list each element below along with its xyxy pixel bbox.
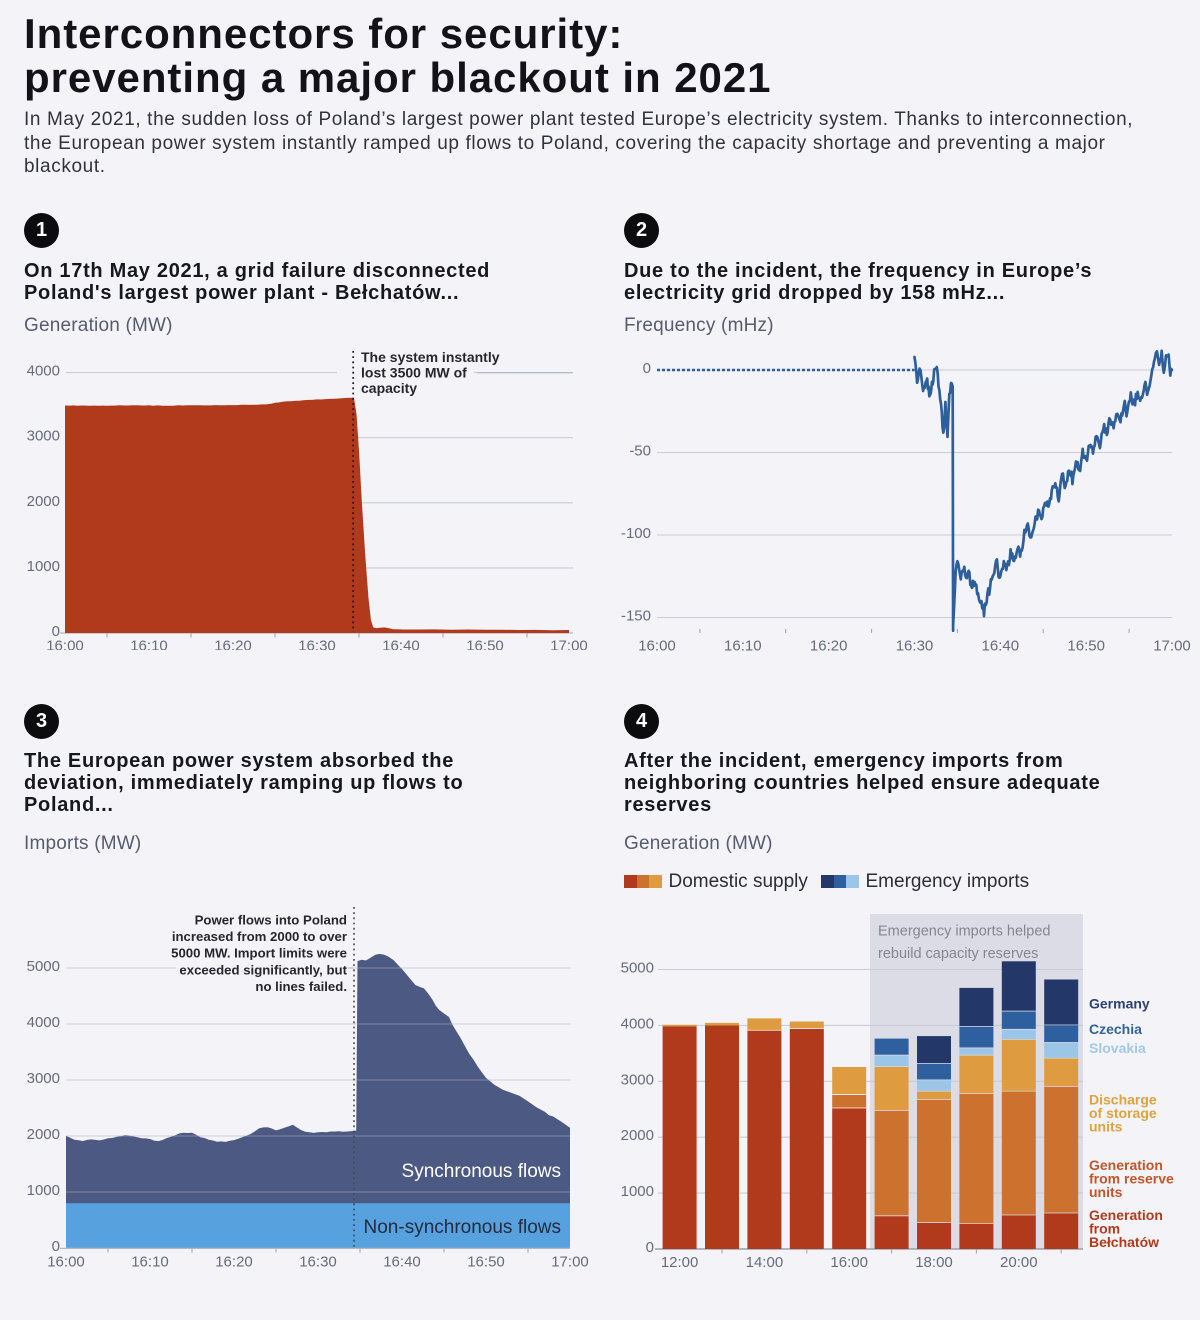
svg-text:16:00: 16:00 xyxy=(830,1254,868,1271)
svg-text:-100: -100 xyxy=(621,525,651,542)
svg-text:5000: 5000 xyxy=(621,960,654,977)
svg-text:16:30: 16:30 xyxy=(896,638,934,655)
svg-text:16:20: 16:20 xyxy=(215,1254,253,1271)
svg-text:Germany: Germany xyxy=(1089,996,1150,1012)
svg-text:16:10: 16:10 xyxy=(724,638,762,655)
svg-text:18:00: 18:00 xyxy=(915,1254,953,1271)
svg-text:14:00: 14:00 xyxy=(746,1254,784,1271)
svg-text:0: 0 xyxy=(646,1239,654,1256)
svg-text:Non-synchronous flows: Non-synchronous flows xyxy=(364,1217,561,1238)
svg-text:0: 0 xyxy=(643,360,651,377)
svg-text:from reserve: from reserve xyxy=(1089,1171,1174,1187)
svg-text:1000: 1000 xyxy=(621,1183,654,1200)
svg-text:4000: 4000 xyxy=(27,363,60,380)
svg-text:Generation: Generation xyxy=(1089,1157,1163,1173)
svg-text:Generation: Generation xyxy=(1089,1207,1163,1223)
svg-text:of storage: of storage xyxy=(1089,1105,1157,1121)
svg-text:2000: 2000 xyxy=(27,1126,60,1143)
svg-text:2000: 2000 xyxy=(27,493,60,510)
svg-text:16:30: 16:30 xyxy=(299,1254,337,1271)
svg-text:17:00: 17:00 xyxy=(550,638,588,651)
svg-text:16:00: 16:00 xyxy=(47,1254,85,1271)
svg-text:16:40: 16:40 xyxy=(383,1254,421,1271)
svg-text:1000: 1000 xyxy=(27,1182,60,1199)
svg-text:lost 3500 MW of: lost 3500 MW of xyxy=(361,364,467,380)
svg-text:3000: 3000 xyxy=(27,1070,60,1087)
svg-text:16:40: 16:40 xyxy=(382,638,420,651)
svg-text:0: 0 xyxy=(52,623,60,640)
svg-text:16:50: 16:50 xyxy=(1067,638,1105,655)
svg-text:increased from 2000 to over: increased from 2000 to over xyxy=(172,929,347,944)
svg-text:16:10: 16:10 xyxy=(130,638,168,651)
svg-text:4000: 4000 xyxy=(27,1014,60,1031)
svg-text:from: from xyxy=(1089,1221,1120,1237)
svg-text:units: units xyxy=(1089,1119,1123,1135)
svg-text:3000: 3000 xyxy=(27,428,60,445)
svg-text:capacity: capacity xyxy=(361,380,417,396)
svg-text:no lines failed.: no lines failed. xyxy=(255,979,347,994)
svg-text:16:50: 16:50 xyxy=(466,638,504,651)
svg-text:Discharge: Discharge xyxy=(1089,1092,1157,1108)
svg-text:-150: -150 xyxy=(621,608,651,625)
svg-text:Slovakia: Slovakia xyxy=(1089,1040,1146,1056)
svg-text:1000: 1000 xyxy=(27,558,60,575)
svg-text:16:20: 16:20 xyxy=(214,638,252,651)
svg-text:5000: 5000 xyxy=(27,958,60,975)
svg-text:5000 MW. Import limits were: 5000 MW. Import limits were xyxy=(171,946,347,961)
svg-text:16:40: 16:40 xyxy=(982,638,1020,655)
svg-text:16:00: 16:00 xyxy=(638,638,676,655)
svg-text:Synchronous flows: Synchronous flows xyxy=(402,1161,561,1182)
svg-text:rebuild capacity reserves: rebuild capacity reserves xyxy=(878,946,1038,962)
svg-text:17:00: 17:00 xyxy=(551,1254,589,1271)
svg-text:3000: 3000 xyxy=(621,1071,654,1088)
svg-text:units: units xyxy=(1089,1184,1123,1200)
svg-text:16:30: 16:30 xyxy=(298,638,336,651)
svg-text:exceeded significantly, but: exceeded significantly, but xyxy=(179,962,347,977)
svg-text:2000: 2000 xyxy=(621,1127,654,1144)
svg-text:0: 0 xyxy=(52,1238,60,1255)
svg-text:-50: -50 xyxy=(629,443,651,460)
svg-text:Emergency imports helped: Emergency imports helped xyxy=(878,924,1050,940)
svg-text:16:50: 16:50 xyxy=(467,1254,505,1271)
svg-text:17:00: 17:00 xyxy=(1153,638,1191,655)
svg-text:12:00: 12:00 xyxy=(661,1254,699,1271)
svg-text:Czechia: Czechia xyxy=(1089,1021,1142,1037)
svg-text:4000: 4000 xyxy=(621,1015,654,1032)
svg-text:The system instantly: The system instantly xyxy=(361,349,500,365)
svg-text:Power flows into Poland: Power flows into Poland xyxy=(195,913,347,928)
svg-text:Bełchatów: Bełchatów xyxy=(1089,1234,1159,1250)
svg-text:16:00: 16:00 xyxy=(46,638,84,651)
svg-text:20:00: 20:00 xyxy=(1000,1254,1038,1271)
svg-text:16:10: 16:10 xyxy=(131,1254,169,1271)
svg-text:16:20: 16:20 xyxy=(810,638,848,655)
